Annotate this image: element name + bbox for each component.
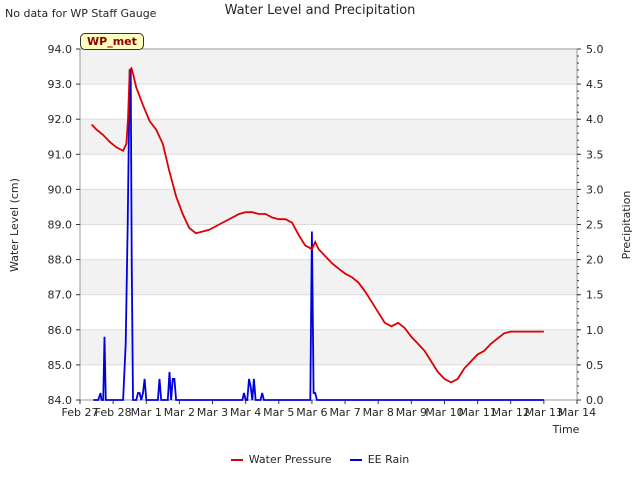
site-badge: WP_met (80, 33, 144, 50)
legend-label-ee-rain: EE Rain (367, 453, 410, 466)
legend-swatch-ee-rain (349, 458, 362, 461)
background-band (80, 49, 577, 85)
x-tick-label: Mar 2 (164, 406, 195, 419)
series-line-water-pressure (90, 66, 544, 384)
chart-title: Water Level and Precipitation (224, 3, 416, 18)
background-band (80, 259, 577, 295)
y-tick-label: 89.0 (48, 219, 73, 232)
x-tick-label: Feb 27 (62, 406, 99, 419)
x-tick-label: Mar 13 (525, 406, 563, 419)
x-tick-label: Mar 3 (197, 406, 228, 419)
y-tick-label: 85.0 (48, 359, 73, 372)
y-tick-label: 88.0 (48, 254, 73, 267)
x-tick-label: Mar 5 (263, 406, 294, 419)
background-bands (80, 49, 577, 365)
legend: Water Pressure EE Rain (0, 453, 640, 466)
y2-tick-label: 5.0 (586, 43, 604, 56)
x-tick-label: Mar 7 (329, 406, 360, 419)
series-line-ee-rain (93, 69, 544, 401)
y-tick-label: 92.0 (48, 113, 73, 126)
y-axis-right: 0.0 0.5 1.0 1.5 2.0 2.5 3.0 3.5 4.0 4.5 5.0 (577, 43, 604, 407)
x-tick-label: Mar 6 (296, 406, 327, 419)
y2-tick-label: 2.0 (586, 254, 604, 267)
y-tick-label: 87.0 (48, 289, 73, 302)
x-tick-label: Mar 11 (458, 406, 496, 419)
y-tick-label: 91.0 (48, 148, 73, 161)
legend-item-water-pressure: Water Pressure (230, 453, 332, 466)
x-tick-label: Mar 12 (492, 406, 530, 419)
background-band (80, 329, 577, 365)
y-tick-label: 93.0 (48, 78, 73, 91)
y-tick-label: 90.0 (48, 183, 73, 196)
y-axis-left: 84.0 85.0 86.0 87.0 88.0 89.0 90.0 91.0 92.0 93.0… (48, 43, 80, 407)
y2-tick-label: 0.0 (586, 394, 604, 407)
y2-tick-label: 1.0 (586, 324, 604, 337)
y-tick-label: 84.0 (48, 394, 73, 407)
y2-tick-label: 4.5 (586, 78, 604, 91)
x-tick-label: Mar 9 (396, 406, 427, 419)
x-tick-label: Feb 28 (95, 406, 132, 419)
y-axis-title: Water Level (cm) (8, 178, 21, 272)
x-axis-title: Time (552, 423, 580, 436)
y2-tick-label: 0.5 (586, 359, 604, 372)
y-tick-label: 94.0 (48, 43, 73, 56)
y2-tick-label: 3.5 (586, 148, 604, 161)
x-tick-label: Mar 14 (558, 406, 596, 419)
no-data-note: No data for WP Staff Gauge (5, 7, 157, 20)
background-band (80, 119, 577, 155)
x-tick-label: Mar 4 (230, 406, 261, 419)
background-band (80, 189, 577, 225)
y-tick-label: 86.0 (48, 324, 73, 337)
legend-item-ee-rain: EE Rain (349, 453, 410, 466)
y2-tick-label: 4.0 (586, 113, 604, 126)
y2-tick-label: 2.5 (586, 219, 604, 232)
y2-tick-label: 3.0 (586, 183, 604, 196)
legend-label-water-pressure: Water Pressure (248, 453, 332, 466)
x-tick-label: Mar 8 (363, 406, 394, 419)
x-tick-label: Mar 1 (131, 406, 162, 419)
legend-swatch-water-pressure (230, 458, 243, 461)
x-tick-label: Mar 10 (425, 406, 463, 419)
y2-axis-title: Precipitation (620, 191, 633, 260)
y2-tick-label: 1.5 (586, 289, 604, 302)
